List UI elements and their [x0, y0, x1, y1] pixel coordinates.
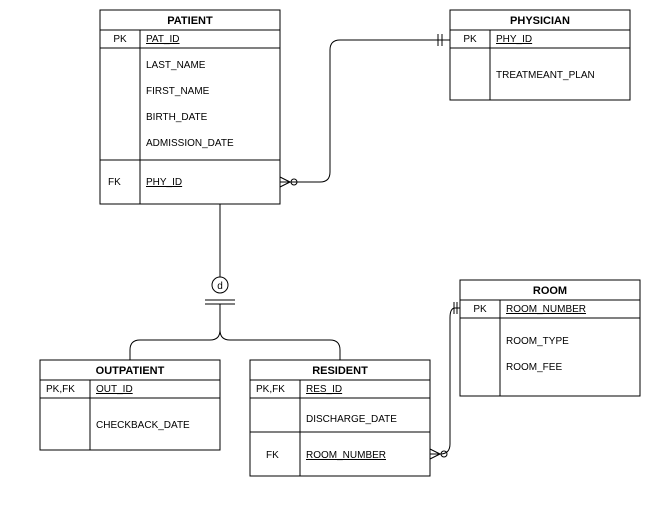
entity-title-patient: PATIENT — [167, 15, 213, 27]
patient-attr-2: BIRTH_DATE — [146, 112, 208, 123]
entity-title-physician: PHYSICIAN — [510, 15, 570, 27]
resident-attr-0: DISCHARGE_DATE — [306, 414, 397, 425]
room-attr-0: ROOM_TYPE — [506, 336, 569, 347]
entity-title-outpatient: OUTPATIENT — [96, 365, 165, 377]
entity-title-resident: RESIDENT — [312, 365, 368, 377]
resident-pkfk-attr: RES_ID — [306, 384, 342, 395]
entity-physician: PHYSICIAN PK PHY_ID TREATMEANT_PLAN — [450, 10, 630, 100]
entity-outpatient: OUTPATIENT PK,FK OUT_ID CHECKBACK_DATE — [40, 360, 220, 450]
outpatient-attr-0: CHECKBACK_DATE — [96, 420, 190, 431]
entity-patient: PATIENT PK PAT_ID LAST_NAME FIRST_NAME B… — [100, 10, 280, 204]
physician-pk-attr: PHY_ID — [496, 34, 532, 45]
physician-attr-0: TREATMEANT_PLAN — [496, 70, 595, 81]
entity-resident: RESIDENT PK,FK RES_ID DISCHARGE_DATE FK … — [250, 360, 430, 476]
entity-room: ROOM PK ROOM_NUMBER ROOM_TYPE ROOM_FEE — [460, 280, 640, 396]
er-diagram: PATIENT PK PAT_ID LAST_NAME FIRST_NAME B… — [0, 0, 651, 511]
patient-attr-1: FIRST_NAME — [146, 86, 210, 97]
entity-title-room: ROOM — [533, 285, 567, 297]
patient-attr-3: ADMISSION_DATE — [146, 138, 234, 149]
connector-patient-physician — [280, 34, 450, 187]
inheritance-label: d — [217, 281, 223, 292]
room-attr-1: ROOM_FEE — [506, 362, 562, 373]
connector-resident-room — [430, 302, 460, 459]
col-header-pk: PK — [463, 34, 477, 45]
col-header-pk: PK — [113, 34, 127, 45]
room-pk-attr: ROOM_NUMBER — [506, 304, 586, 315]
patient-fk-label: FK — [108, 177, 121, 188]
patient-pk-attr: PAT_ID — [146, 34, 180, 45]
resident-fk-attr: ROOM_NUMBER — [306, 450, 386, 461]
patient-attr-0: LAST_NAME — [146, 60, 206, 71]
patient-fk-attr: PHY_ID — [146, 177, 182, 188]
outpatient-pkfk-attr: OUT_ID — [96, 384, 133, 395]
inheritance-symbol: d — [130, 204, 340, 360]
outpatient-pkfk-label: PK,FK — [46, 384, 75, 395]
resident-pkfk-label: PK,FK — [256, 384, 285, 395]
col-header-pk: PK — [473, 304, 487, 315]
resident-fk-label: FK — [266, 450, 279, 461]
